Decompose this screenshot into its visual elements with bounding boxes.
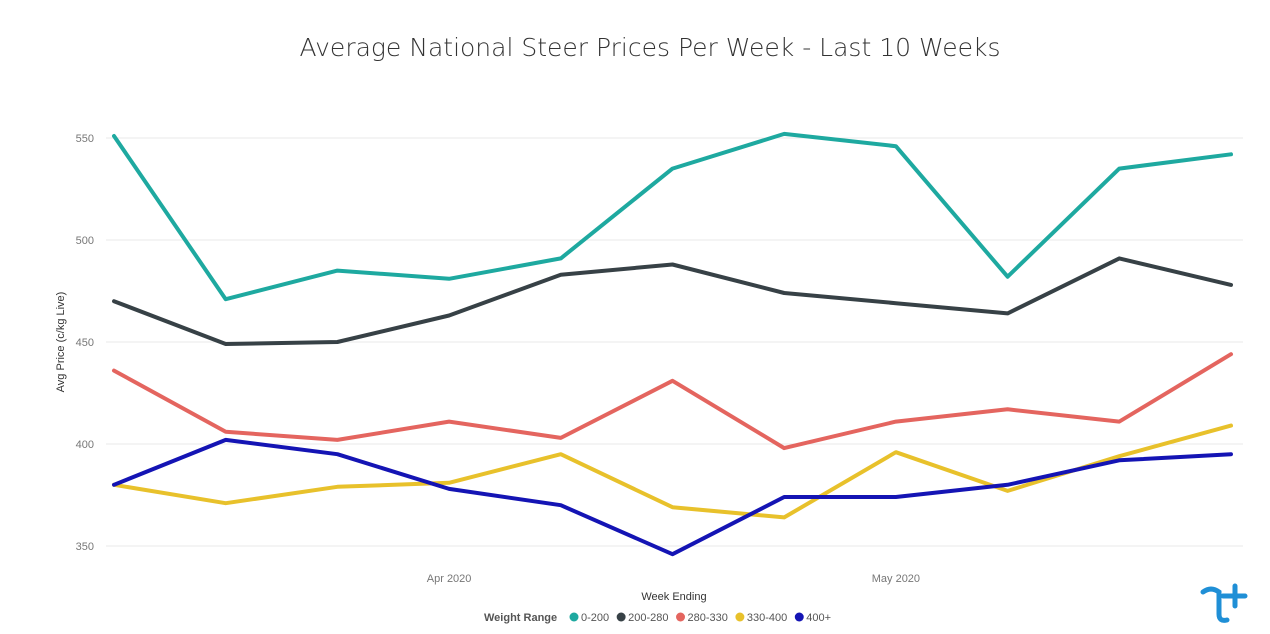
x-tick-label: Apr 2020 [427,573,472,585]
tt-logo-icon [1200,583,1248,623]
legend-marker-280-330 [676,612,686,622]
x-axis-ticks: Apr 2020 May 2020 [427,573,920,585]
series-line-330-400 [112,423,1233,520]
y-axis-ticks: 350 400 450 500 550 [76,133,94,553]
x-axis-label: Week Ending [641,591,706,603]
legend-marker-200-280 [616,612,626,622]
legend-title: Weight Range [484,612,557,624]
legend-marker-400+ [794,612,804,622]
legend-label-330-400: 330-400 [747,612,787,624]
legend-marker-0-200 [569,612,579,622]
series-line-280-330 [112,352,1233,451]
series-lines [112,131,1233,557]
series-line-200-280 [112,256,1233,346]
legend-label-200-280: 200-280 [628,612,668,624]
y-tick-label: 400 [76,439,94,451]
legend: Weight Range 0-200 200-280 280-330 330-400 4… [484,612,831,624]
series-line-0-200 [112,131,1233,302]
y-tick-label: 550 [76,133,94,145]
y-tick-label: 450 [76,337,94,349]
legend-label-400+: 400+ [806,612,831,624]
legend-marker-330-400 [735,612,745,622]
series-line-400+ [112,437,1233,557]
y-axis-label: Avg Price (c/kg Live) [55,292,67,393]
y-tick-label: 350 [76,541,94,553]
legend-label-0-200: 0-200 [581,612,609,624]
legend-label-280-330: 280-330 [688,612,728,624]
x-tick-label: May 2020 [872,573,920,585]
chart-title: Average National Steer Prices Per Week -… [300,33,1001,62]
y-tick-label: 500 [76,235,94,247]
